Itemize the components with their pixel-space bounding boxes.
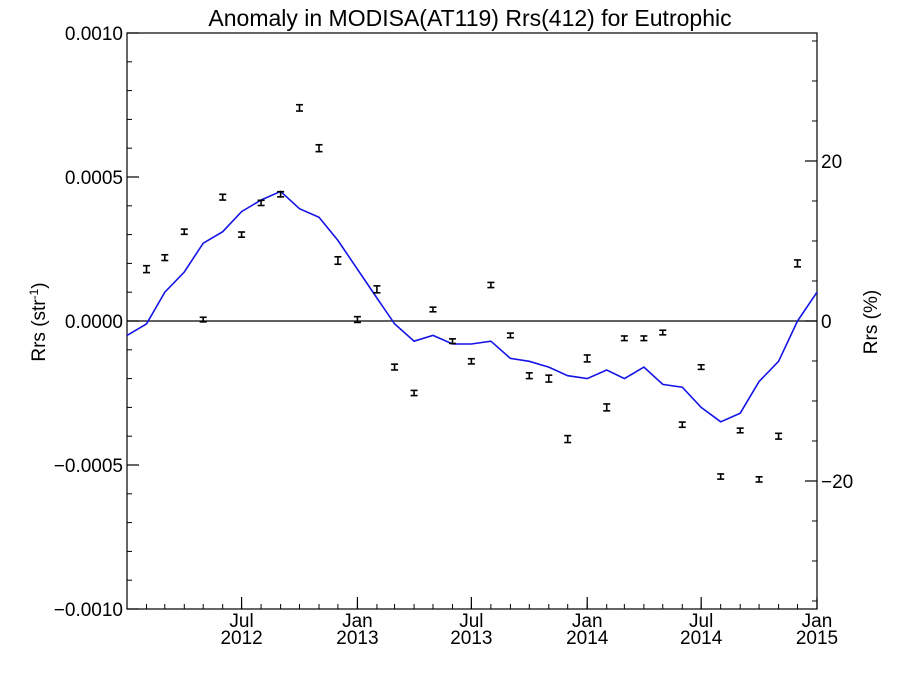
chart-title: Anomaly in MODISA(AT119) Rrs(412) for Eu…	[208, 5, 731, 31]
anomaly-line	[126, 190, 818, 423]
right-tick-label: 20	[821, 152, 842, 173]
x-tick-month-label: Jan	[572, 611, 603, 632]
left-tick-label: 0.0005	[65, 168, 123, 189]
error-bar-point	[620, 335, 628, 342]
right-y-axis-label: Rrs (%)	[861, 290, 882, 354]
error-bar-point	[429, 306, 437, 313]
blue-anomaly-line-series	[126, 190, 818, 423]
error-bar-point	[736, 427, 744, 434]
error-bar-point	[775, 432, 783, 440]
error-bar-point	[219, 193, 227, 201]
left-y-axis-label: Rrs (str-1)	[27, 282, 50, 361]
error-bar-point	[755, 476, 763, 483]
error-bar-point	[717, 473, 725, 480]
error-bar-point	[564, 434, 572, 444]
error-bar-point	[238, 231, 246, 238]
x-tick-month-label: Jul	[459, 611, 483, 632]
x-tick-year-label: 2013	[450, 628, 492, 649]
left-tick-label: 0.0010	[65, 24, 123, 45]
left-y-axis: 0.0010 0.0005 0.0000 −0.0005 −0.0010	[54, 24, 139, 621]
error-bar-point	[334, 255, 342, 266]
x-tick-year-label: 2014	[680, 628, 723, 649]
error-bar-point	[467, 357, 475, 365]
x-axis: Jul2012Jan2013Jul2013Jan2014Jul2014Jan20…	[126, 597, 838, 649]
error-bar-point	[180, 228, 188, 236]
error-bar-point	[793, 259, 801, 268]
error-bar-point	[391, 363, 399, 371]
x-tick-month-label: Jan	[802, 611, 833, 632]
x-tick-month-label: Jul	[229, 611, 253, 632]
error-bar-point	[296, 103, 303, 112]
right-tick-label: 0	[821, 312, 832, 333]
left-tick-label: −0.0005	[54, 456, 123, 477]
error-bar-point	[161, 253, 169, 262]
left-tick-label: −0.0010	[54, 600, 123, 621]
x-tick-month-label: Jul	[689, 611, 713, 632]
error-bar-point	[315, 143, 323, 153]
left-tick-label: 0.0000	[65, 312, 123, 333]
error-bar-point	[506, 332, 514, 339]
error-bar-point	[640, 335, 648, 342]
right-tick-label: −20	[821, 472, 853, 493]
x-tick-year-label: 2014	[566, 628, 609, 649]
error-bar-point	[257, 199, 265, 207]
error-bar-point	[353, 315, 361, 324]
error-bar-point	[487, 281, 495, 289]
x-tick-month-label: Jan	[342, 611, 373, 632]
error-bar-point	[143, 264, 151, 274]
x-tick-year-label: 2012	[220, 628, 262, 649]
error-bar-point	[448, 338, 456, 345]
error-bar-point	[199, 316, 207, 323]
x-tick-year-label: 2015	[796, 628, 838, 649]
error-bar-point	[697, 363, 705, 371]
x-tick-year-label: 2013	[336, 628, 378, 649]
error-bar-point	[678, 421, 686, 429]
error-bar-point	[603, 403, 611, 412]
error-bar-point	[583, 354, 591, 363]
right-y-axis: 20 0 −20	[805, 40, 853, 602]
error-bar-point	[659, 329, 667, 336]
error-bar-point	[525, 372, 533, 380]
error-bar-point	[373, 285, 381, 294]
error-bar-point	[277, 190, 285, 198]
error-bar-point	[545, 374, 553, 383]
error-bar-point	[410, 389, 418, 397]
error-bar-points-series	[143, 103, 801, 483]
